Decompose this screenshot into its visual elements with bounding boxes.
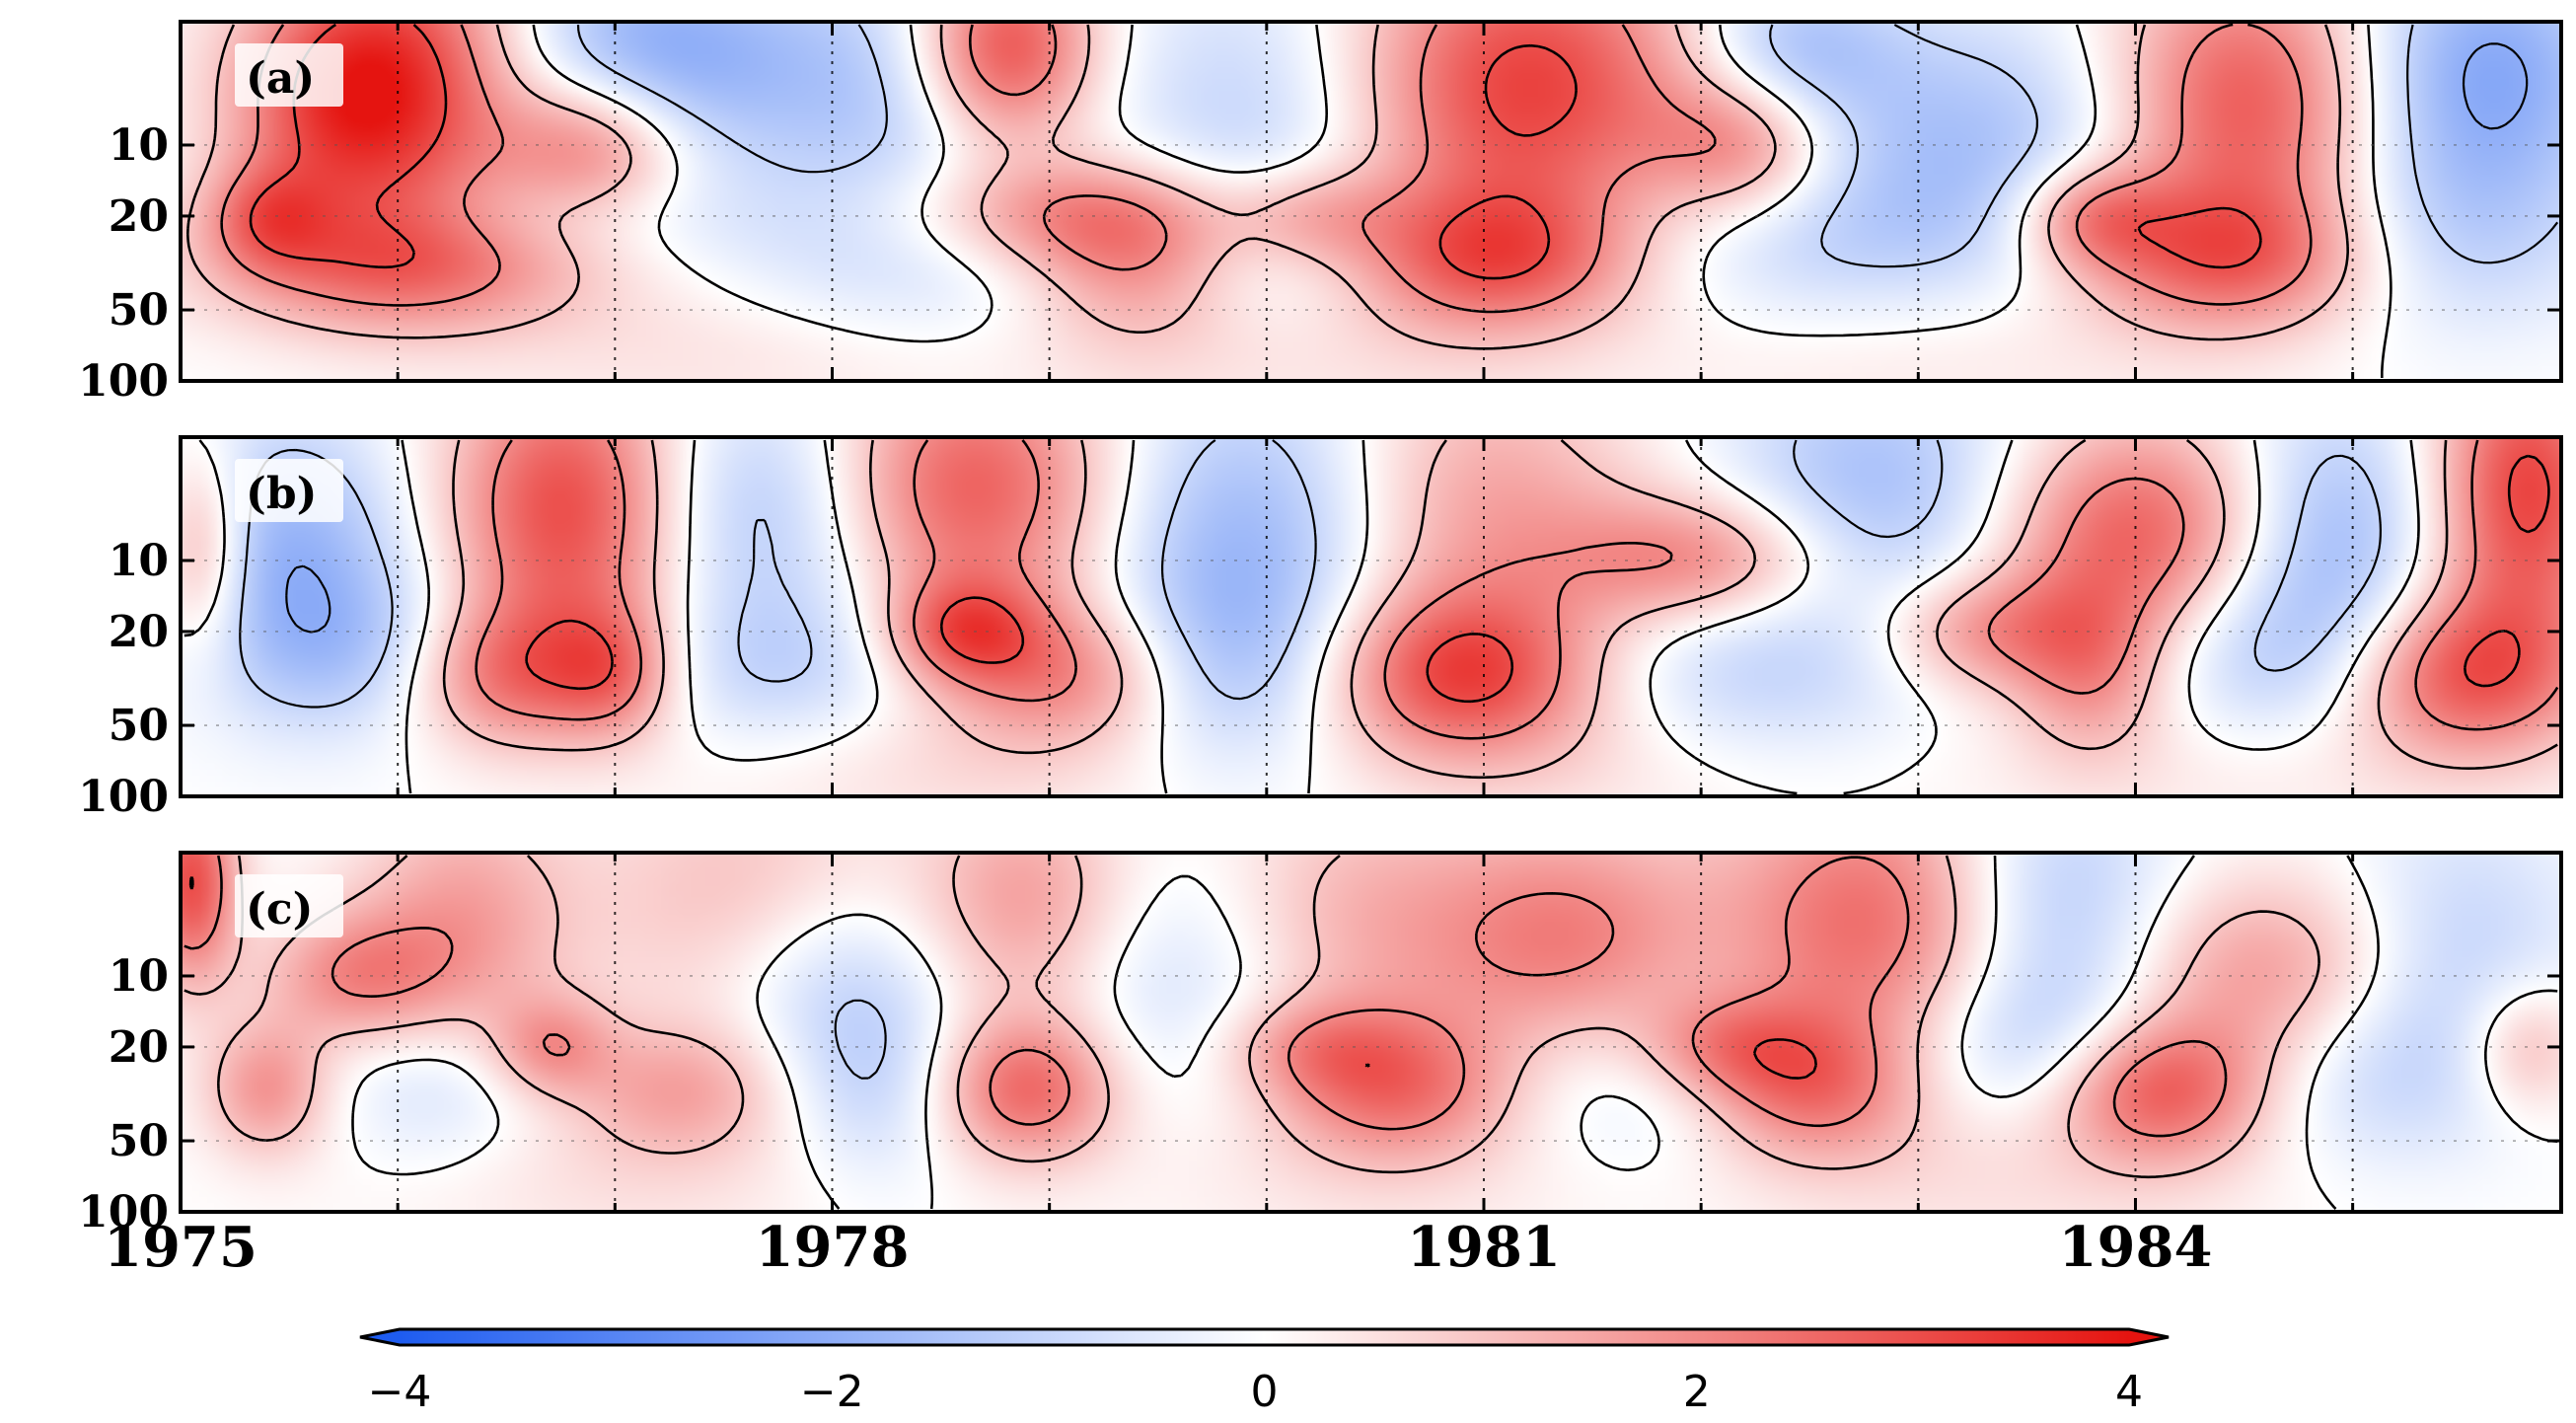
panel-label-text: (a): [246, 53, 315, 104]
y-tick-label: 100: [78, 772, 169, 822]
panel-b: 10 20 50 100 (b): [78, 437, 2561, 822]
panel-a: 10 20 50 100 (a): [78, 22, 2561, 407]
x-tick-label: 1975: [104, 1215, 258, 1280]
y-tick-label: 50: [109, 1116, 169, 1166]
y-tick-label: 20: [109, 607, 169, 657]
x-axis: 1975 1978 1981 1984: [104, 1215, 2212, 1280]
shaded-field: [181, 437, 2561, 796]
colorbar-tick-label: −4: [368, 1367, 432, 1417]
y-tick-label: 20: [109, 191, 169, 242]
panel-label-text: (c): [246, 884, 313, 935]
y-tick-label: 10: [109, 951, 169, 1002]
shaded-field: [181, 22, 2561, 381]
x-tick-label: 1978: [756, 1215, 910, 1280]
panel-label: (c): [235, 874, 343, 937]
y-tick-label: 10: [109, 536, 169, 586]
colorbar-tick-label: 4: [2115, 1367, 2143, 1417]
panel-label-text: (b): [246, 469, 317, 519]
y-tick-label: 100: [78, 356, 169, 407]
colorbar-tick-label: 0: [1251, 1367, 1279, 1417]
y-tick-label: 50: [109, 285, 169, 336]
x-tick-label: 1981: [1407, 1215, 1561, 1280]
y-tick-label: 10: [109, 120, 169, 171]
colorbar-tick-label: 2: [1683, 1367, 1711, 1417]
y-tick-label: 20: [109, 1022, 169, 1073]
colorbar-tick-label: −2: [800, 1367, 864, 1417]
y-tick-label: 50: [109, 701, 169, 751]
panel-label: (b): [235, 459, 343, 522]
panel-label: (a): [235, 43, 343, 107]
shaded-field: [181, 853, 2561, 1212]
colorbar: −4 −2 0 2 4: [360, 1329, 2169, 1417]
x-tick-label: 1984: [2059, 1215, 2213, 1280]
colorbar-bar: [400, 1329, 2129, 1345]
figure: 102050100(a)102050100(b)102050100(c) 197…: [0, 0, 2576, 1423]
